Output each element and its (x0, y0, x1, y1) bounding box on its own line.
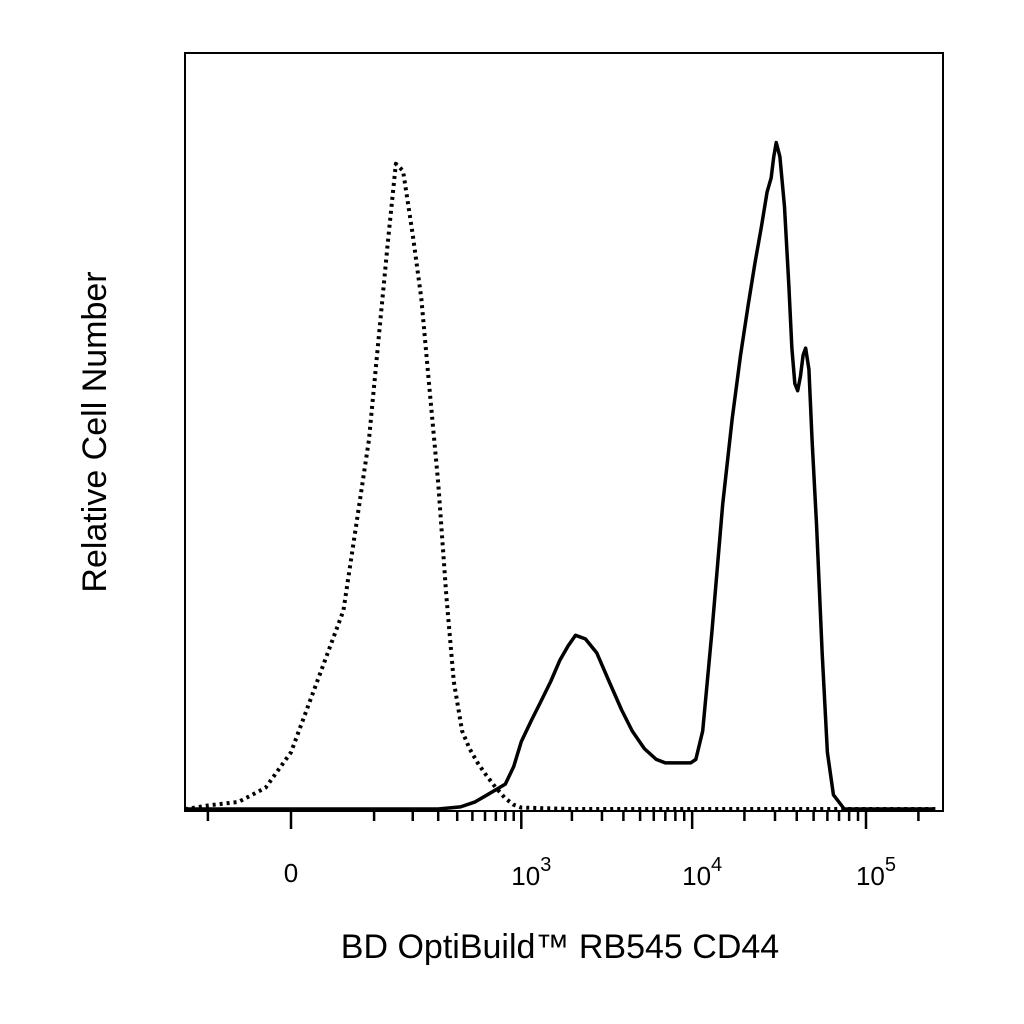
series-line-dotted (184, 161, 936, 811)
tick-label-base: 10 (682, 861, 711, 891)
tick-label-base: 10 (511, 861, 540, 891)
x-tick-label: 103 (511, 854, 551, 891)
series-line-solid (185, 140, 936, 811)
x-tick-label: 0 (284, 858, 298, 888)
plot-frame (184, 52, 944, 812)
x-tick-label: 104 (682, 854, 722, 891)
x-axis-label: BD OptiBuild™ RB545 CD44 (341, 928, 779, 966)
x-axis-ticks (206, 811, 920, 829)
x-axis-tick-labels: 0 103 104 105 (284, 854, 896, 891)
x-tick-label: 105 (856, 854, 896, 891)
tick-label-exponent: 3 (540, 854, 551, 876)
series-layer (184, 140, 936, 811)
y-axis-label: Relative Cell Number (76, 271, 114, 592)
tick-label-exponent: 5 (885, 854, 896, 876)
tick-label-base: 10 (856, 861, 885, 891)
tick-label-exponent: 4 (711, 854, 722, 876)
